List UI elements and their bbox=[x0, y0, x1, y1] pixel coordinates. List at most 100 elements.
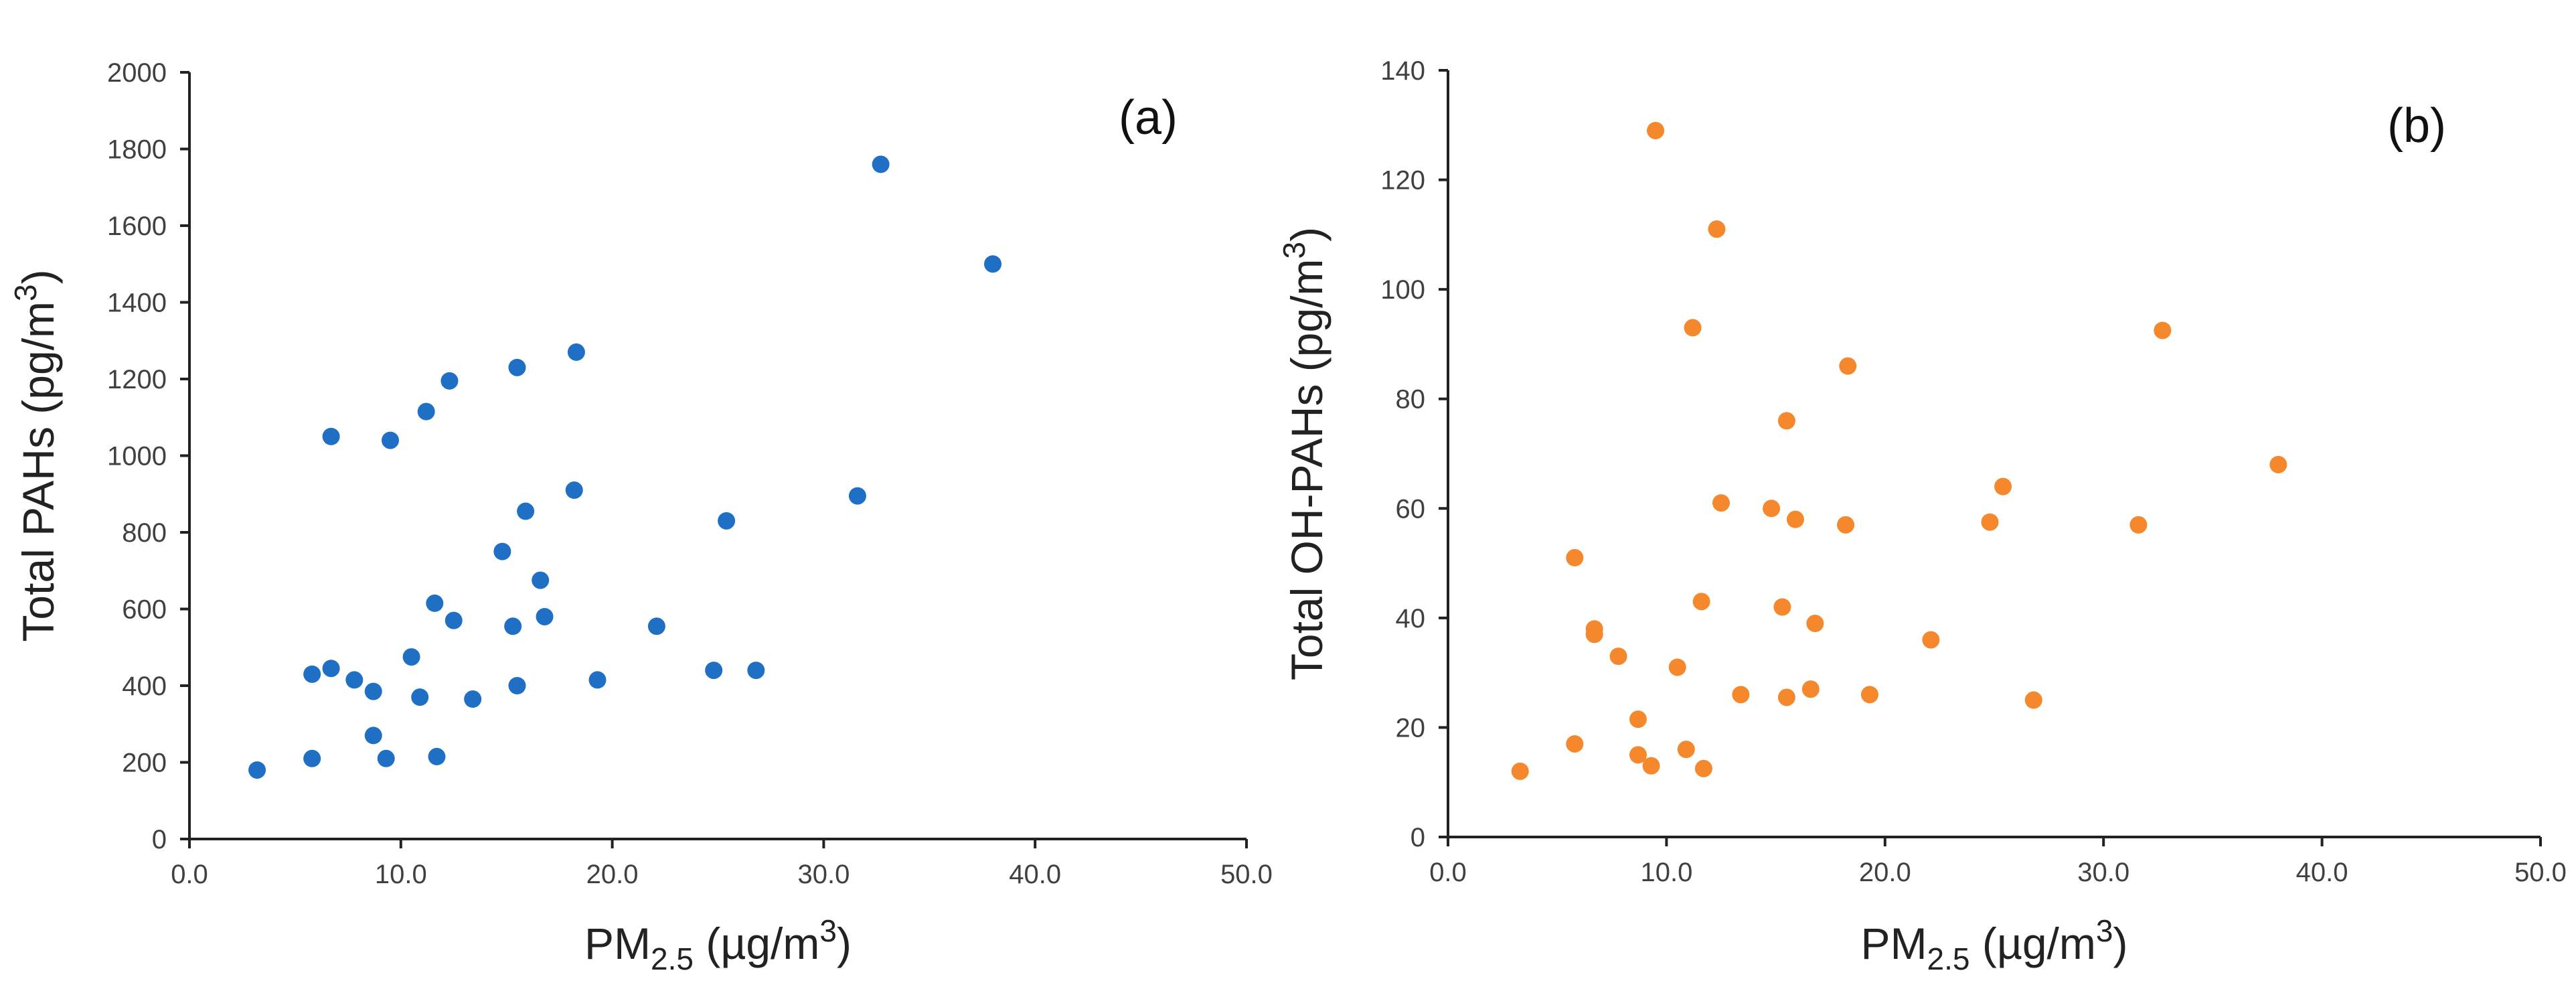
y-tick-label: 140 bbox=[1380, 56, 1425, 86]
data-point bbox=[1773, 598, 1791, 616]
y-tick-label: 40 bbox=[1396, 604, 1426, 633]
data-point bbox=[382, 431, 400, 449]
data-point bbox=[428, 747, 446, 765]
data-point bbox=[647, 617, 665, 635]
y-tick-label: 100 bbox=[1380, 275, 1425, 305]
data-point bbox=[1642, 757, 1660, 775]
y-tick-label: 0 bbox=[152, 825, 167, 854]
data-point bbox=[1647, 121, 1665, 139]
data-point bbox=[1629, 710, 1647, 729]
data-point bbox=[872, 155, 890, 173]
data-point bbox=[364, 727, 382, 745]
data-point bbox=[440, 372, 459, 390]
x-axis-title: PM2.5 (µg/m3) bbox=[1861, 913, 2128, 976]
x-tick-label: 50.0 bbox=[1220, 860, 1273, 889]
data-point bbox=[2154, 321, 2172, 339]
data-point bbox=[1609, 648, 1627, 666]
chart-panel-b: 0 20 40 60 80 100 120 140 0.0 10.0 20.0 30.0 40.0 50.… bbox=[1277, 56, 2567, 976]
data-point bbox=[1860, 686, 1878, 704]
data-point bbox=[1668, 658, 1686, 676]
data-point bbox=[1837, 516, 1855, 534]
data-point bbox=[445, 611, 463, 629]
data-point bbox=[705, 662, 723, 680]
data-point bbox=[364, 682, 382, 700]
data-point bbox=[426, 594, 444, 612]
data-point bbox=[1677, 741, 1695, 759]
x-tick-label: 20.0 bbox=[1859, 858, 1911, 887]
data-point bbox=[504, 617, 522, 635]
data-point bbox=[1712, 494, 1730, 512]
data-point bbox=[1566, 548, 1584, 566]
data-point bbox=[322, 427, 340, 445]
y-tick-label: 600 bbox=[122, 595, 167, 625]
y-tick-label: 0 bbox=[1411, 823, 1425, 852]
data-point bbox=[1994, 477, 2012, 496]
panel-label-a: (a) bbox=[1119, 91, 1178, 145]
data-point bbox=[508, 358, 526, 376]
data-point bbox=[1684, 319, 1702, 337]
x-axis-title: PM2.5 (µg/m3) bbox=[584, 913, 852, 976]
x-tick-label: 40.0 bbox=[1009, 860, 1061, 889]
y-tick-label: 1800 bbox=[107, 135, 167, 165]
data-point bbox=[2269, 455, 2287, 473]
data-point bbox=[536, 607, 554, 625]
y-tick-label: 1600 bbox=[107, 212, 167, 241]
y-axis-title: Total OH-PAHs (pg/m3) bbox=[1277, 227, 1332, 680]
data-point bbox=[1692, 593, 1710, 611]
data-point bbox=[417, 402, 435, 421]
data-point bbox=[588, 671, 607, 689]
data-point bbox=[718, 512, 736, 530]
y-tick-label: 80 bbox=[1396, 385, 1426, 414]
data-point bbox=[1629, 746, 1647, 764]
panel-label-b: (b) bbox=[2387, 99, 2446, 153]
data-point bbox=[508, 677, 526, 694]
chart-panel-a: 0 200 400 600 800 1000 1200 1400 1600 1800 2000 0.0… bbox=[8, 58, 1273, 976]
data-point bbox=[2024, 691, 2042, 709]
x-tick-label: 0.0 bbox=[171, 860, 208, 889]
data-point bbox=[303, 749, 321, 767]
data-point bbox=[2129, 516, 2148, 534]
y-tick-label: 400 bbox=[122, 672, 167, 701]
data-point bbox=[1763, 500, 1781, 518]
y-tick-label: 1200 bbox=[107, 365, 167, 394]
y-tick-label: 800 bbox=[122, 518, 167, 548]
data-point bbox=[517, 502, 535, 520]
data-point bbox=[322, 660, 340, 678]
data-point bbox=[565, 481, 583, 500]
data-point bbox=[303, 665, 321, 683]
y-axis-title: Total PAHs (pg/m3) bbox=[8, 269, 63, 641]
data-point bbox=[747, 662, 765, 680]
data-point bbox=[1786, 510, 1804, 528]
x-tick-label: 40.0 bbox=[2296, 858, 2348, 887]
data-point bbox=[1981, 513, 1999, 531]
x-tick-label: 10.0 bbox=[1640, 858, 1692, 887]
data-point bbox=[567, 343, 585, 361]
data-point bbox=[1566, 735, 1584, 753]
y-tick-label: 60 bbox=[1396, 494, 1426, 524]
data-point bbox=[1777, 688, 1795, 706]
data-point bbox=[464, 690, 482, 708]
y-tick-label: 20 bbox=[1396, 713, 1426, 743]
y-tick-label: 1000 bbox=[107, 442, 167, 471]
data-point bbox=[1585, 625, 1603, 643]
x-tick-label: 0.0 bbox=[1429, 858, 1467, 887]
data-point bbox=[402, 648, 420, 666]
data-point bbox=[493, 542, 511, 560]
x-tick-label: 20.0 bbox=[586, 860, 639, 889]
data-point bbox=[1839, 357, 1857, 375]
y-tick-label: 120 bbox=[1380, 166, 1425, 196]
data-point bbox=[984, 255, 1002, 273]
data-point bbox=[411, 688, 429, 706]
data-point bbox=[1806, 615, 1824, 633]
x-tick-label: 10.0 bbox=[375, 860, 427, 889]
x-tick-label: 30.0 bbox=[797, 860, 850, 889]
data-point bbox=[1922, 631, 1940, 649]
x-tick-label: 30.0 bbox=[2077, 858, 2129, 887]
y-tick-label: 2000 bbox=[107, 58, 167, 88]
data-point bbox=[1511, 762, 1529, 780]
x-tick-label: 50.0 bbox=[2514, 858, 2567, 887]
data-point bbox=[1708, 220, 1726, 238]
data-point bbox=[532, 571, 550, 589]
data-point bbox=[377, 749, 395, 767]
